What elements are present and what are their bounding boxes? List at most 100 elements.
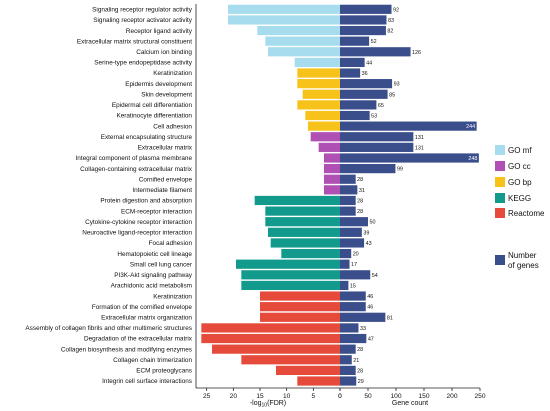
gene-count-bar [340,206,356,216]
fdr-tick-label: 5 [311,393,315,400]
gene-count-value: 93 [394,82,400,88]
fdr-bar [236,259,340,269]
gene-count-value: 28 [357,177,363,183]
gene-count-bar [340,238,365,248]
term-label: Cornified envelope [139,176,193,183]
fdr-bar [276,365,340,375]
gene-count-tick-label: 50 [364,393,372,400]
fdr-bar [260,291,340,301]
fdr-bar [270,238,340,248]
gene-count-bar [340,153,479,163]
gene-count-axis-label: Gene count [392,400,428,407]
legend-label: GO cc [508,162,531,171]
gene-count-bar [340,15,387,25]
gene-count-bar [340,57,365,68]
gene-count-value: 21 [353,358,359,364]
gene-count-tick-label: 250 [474,393,485,400]
term-label: Collagen chain trimerization [113,357,192,364]
fdr-bar [265,217,340,227]
gene-count-value: 28 [357,347,363,353]
gene-count-bar [340,270,371,280]
gene-count-value: 28 [357,209,363,215]
gene-count-value: 20 [353,252,359,258]
term-label: Protein digestion and absorption [100,198,192,205]
gene-count-bar [340,227,362,237]
fdr-axis-label-prefix: -log [250,400,262,407]
term-label: ECM-receptor interaction [121,208,192,215]
gene-count-bar [340,248,352,259]
term-label: PI3K-Akt signaling pathway [114,272,193,279]
fdr-bar [302,89,340,99]
gene-count-value: 31 [359,188,365,194]
gene-count-value: 43 [366,241,372,247]
gene-count-value: 244 [466,124,475,130]
fdr-tick-label: 10 [283,393,291,400]
term-label: Assembly of collagen fibrils and other m… [25,325,192,332]
legend-label: Reactome [508,209,545,218]
gene-count-bar [340,142,414,152]
gene-count-bar [340,121,477,131]
term-label: Epidermal cell differentiation [112,102,193,109]
term-label: Formation of the cornified envelope [92,304,193,311]
term-label: Epidermis development [125,81,192,88]
fdr-bar [265,36,340,46]
gene-count-bar [340,376,357,386]
fdr-bars [201,4,340,386]
gene-count-bar [340,355,352,365]
gene-count-value: 131 [415,145,424,151]
fdr-bar [260,312,340,322]
legend-label: of genes [508,261,539,270]
gene-count-bar [340,36,370,46]
fdr-bar [241,355,340,365]
gene-count-tick-label: 150 [418,393,429,400]
gene-count-value: 33 [360,326,366,332]
term-label: Focal adhesion [149,240,193,247]
term-label: Collagen biosynthesis and modifying enzy… [61,346,192,353]
term-label: Receptor ligand activity [126,28,193,35]
term-label: Degradation of the extracellular matrix [84,336,193,343]
gene-count-bar [340,195,356,206]
gene-count-value: 46 [367,305,373,311]
fdr-bar [297,100,340,110]
fdr-bar [281,248,340,259]
gene-count-value: 46 [367,294,373,300]
gene-count-value: 83 [388,18,394,24]
fdr-bar [201,323,340,333]
gene-count-value: 17 [351,262,357,268]
axes: 25 20 15 10 5 0 0 50 100 150 200 250 -log10(FDR) G… [195,4,486,409]
gene-count-bar [340,217,368,227]
gene-count-value: 15 [350,283,356,289]
fdr-bar [297,68,340,78]
gene-count-bar [340,132,414,142]
gene-count-value: 248 [468,156,477,162]
gene-count-value: 28 [357,368,363,374]
fdr-axis-label: -log10(FDR) [250,400,286,409]
term-label: Signaling receptor regulator activity [92,7,193,14]
gene-count-value: 44 [366,60,372,66]
gene-count-bar [340,100,377,110]
gene-count-value: 47 [368,337,374,343]
term-label: Keratinocyte differentiation [116,113,192,120]
fdr-bar [228,4,340,14]
gene-count-bar [340,344,356,354]
gene-count-value: 50 [370,220,376,226]
legend-swatch [495,177,505,187]
fdr-bar [297,79,340,89]
gene-count-bar [340,323,359,333]
term-label: Calcium ion binding [136,49,192,56]
gene-count-value: 92 [393,7,399,13]
fdr-bar [308,121,340,131]
fdr-tick-label: 0 [338,393,342,400]
fdr-bar [310,132,340,142]
term-label: Small cell lung cancer [130,261,193,268]
legend-swatch [495,193,505,203]
fdr-bar [318,142,340,152]
legend-swatch [495,145,505,155]
gene-count-bar [340,110,370,121]
gene-count-tick-label: 0 [338,393,342,400]
term-label: Extracellular matrix [138,145,193,152]
term-label: Extracellular matrix organization [101,314,192,321]
